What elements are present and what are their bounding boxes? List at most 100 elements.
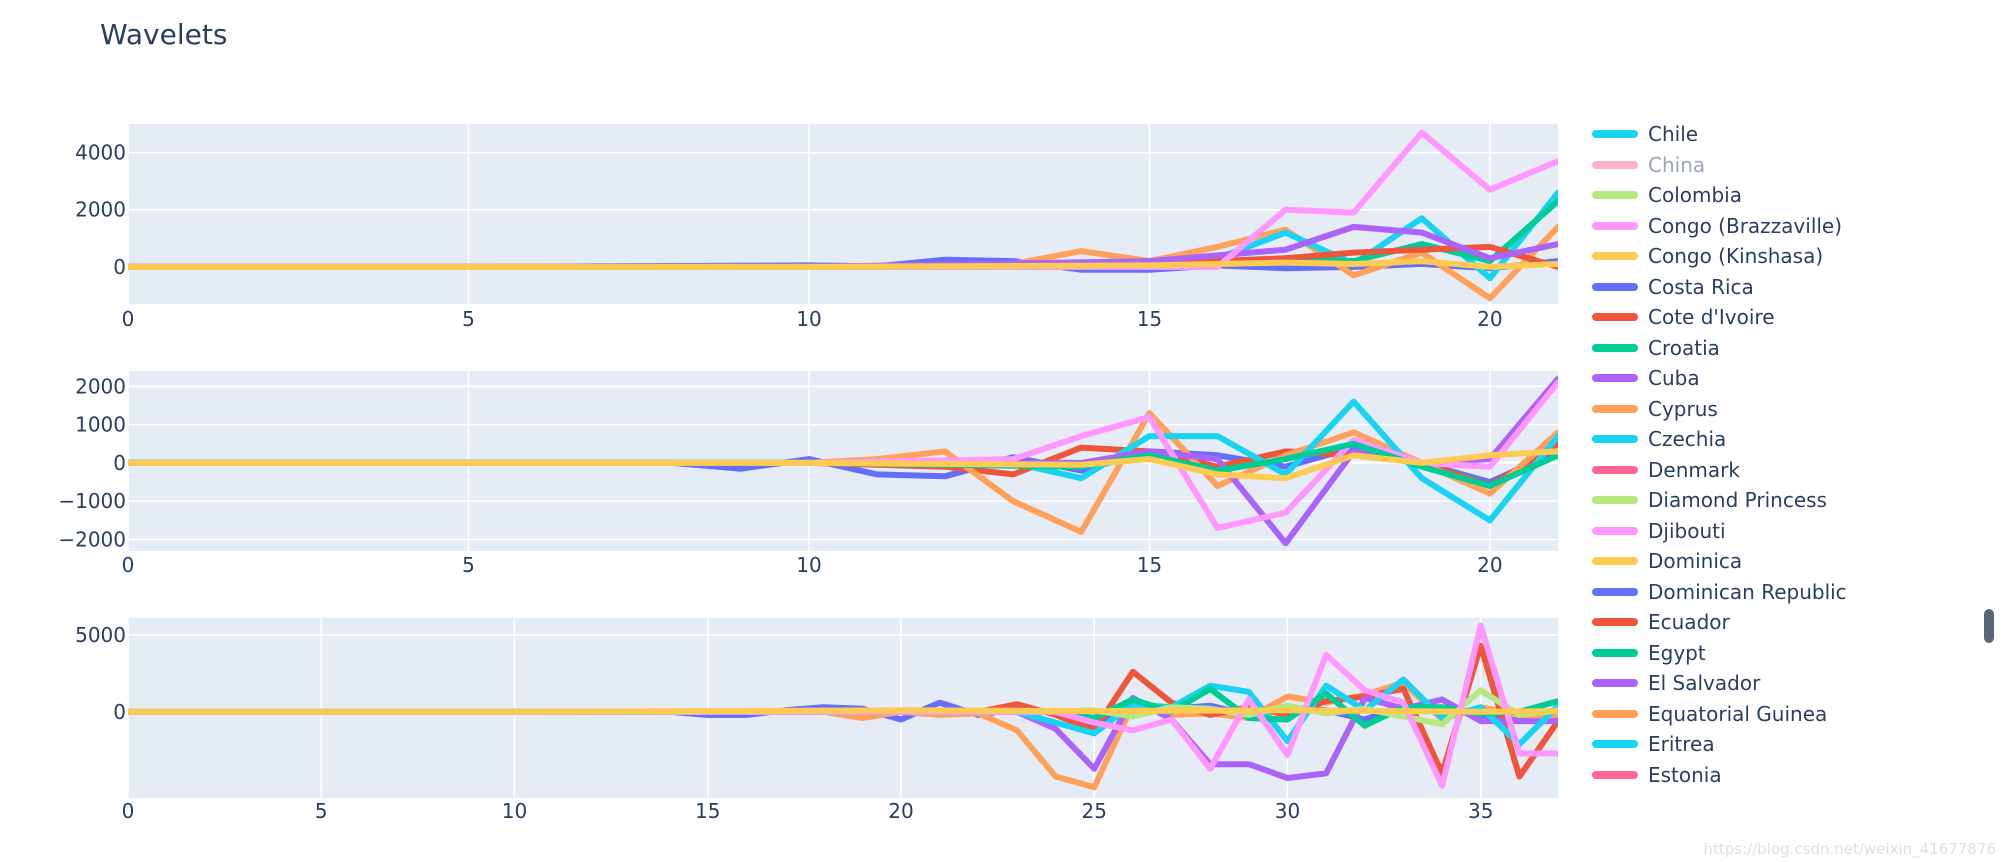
- legend: Chile China Colombia Congo (Brazzaville) Con…: [1592, 120, 1892, 800]
- legend-label: Denmark: [1648, 457, 1740, 482]
- x-tick-label: 30: [1275, 799, 1300, 823]
- legend-item[interactable]: Colombia: [1592, 181, 1742, 209]
- x-tick-label: 0: [122, 307, 135, 331]
- x-tick-label: 15: [1137, 553, 1162, 577]
- legend-item[interactable]: Dominica: [1592, 547, 1742, 575]
- legend-item[interactable]: Dominican Republic: [1592, 578, 1847, 606]
- legend-item[interactable]: Ecuador: [1592, 608, 1730, 636]
- legend-label: Egypt: [1648, 640, 1706, 665]
- legend-label: Djibouti: [1648, 518, 1726, 543]
- series-group: [128, 375, 1558, 547]
- legend-item[interactable]: Cuba: [1592, 364, 1700, 392]
- legend-swatch: [1592, 221, 1638, 230]
- legend-label: Ecuador: [1648, 610, 1730, 634]
- x-tick-label: 0: [122, 553, 135, 577]
- x-tick-label: 5: [315, 799, 328, 823]
- legend-label: Dominica: [1648, 549, 1743, 573]
- legend-label: Eritrea: [1648, 732, 1715, 756]
- x-tick-label: 20: [888, 799, 913, 823]
- y-tick-label: −2000: [58, 528, 126, 552]
- series-group: [128, 622, 1558, 791]
- chart-title: Wavelets: [100, 18, 228, 51]
- legend-swatch: [1592, 557, 1638, 565]
- legend-label: Cuba: [1648, 366, 1700, 390]
- legend-label: Costa Rica: [1648, 274, 1754, 299]
- x-tick-label: 35: [1468, 799, 1493, 823]
- legend-label: Colombia: [1648, 183, 1742, 207]
- legend-label: Equatorial Guinea: [1648, 701, 1828, 726]
- legend-item[interactable]: Estonia: [1592, 761, 1722, 789]
- legend-item[interactable]: Denmark: [1592, 456, 1740, 484]
- x-tick-label: 25: [1081, 799, 1106, 823]
- legend-label: Cyprus: [1648, 396, 1718, 421]
- y-tick-label: 4000: [75, 141, 126, 165]
- legend-swatch: [1592, 191, 1638, 199]
- y-tick-label: 1000: [75, 413, 126, 437]
- x-tick-label: 5: [462, 553, 475, 577]
- legend-swatch: [1592, 465, 1638, 474]
- legend-label: Estonia: [1648, 762, 1722, 787]
- legend-swatch: [1592, 770, 1638, 779]
- legend-item[interactable]: Chile: [1592, 120, 1698, 148]
- legend-item[interactable]: Costa Rica: [1592, 273, 1754, 301]
- legend-swatch: [1592, 252, 1638, 260]
- legend-swatch: [1592, 160, 1638, 169]
- subplot-2: 0 5 10 15 20 2000 1000 0 −1000 −2000: [58, 371, 1558, 577]
- legend-swatch: [1592, 130, 1638, 138]
- y-tick-label: 0: [113, 700, 126, 724]
- legend-item[interactable]: Congo (Brazzaville): [1592, 212, 1842, 240]
- legend-item[interactable]: Diamond Princess: [1592, 486, 1827, 514]
- legend-scrollbar[interactable]: [1984, 609, 1994, 643]
- subplot-3: 0 5 10 15 20 25 30 35 5000 0: [75, 618, 1558, 823]
- legend-label: Congo (Brazzaville): [1648, 213, 1843, 238]
- x-tick-label: 20: [1477, 307, 1502, 331]
- legend-item[interactable]: Congo (Kinshasa): [1592, 242, 1823, 270]
- legend-swatch: [1592, 282, 1638, 291]
- legend-item[interactable]: Cote d'Ivoire: [1592, 303, 1775, 331]
- legend-swatch: [1592, 374, 1638, 382]
- legend-item[interactable]: El Salvador: [1592, 669, 1760, 697]
- x-tick-label: 10: [796, 553, 821, 577]
- legend-label: El Salvador: [1648, 671, 1761, 695]
- series-line-congo-brazzaville-: [128, 379, 1558, 531]
- legend-label: China: [1648, 152, 1706, 177]
- legend-swatch: [1592, 526, 1638, 535]
- legend-item[interactable]: Croatia: [1592, 334, 1720, 362]
- legend-swatch: [1592, 648, 1638, 657]
- legend-swatch: [1592, 679, 1638, 687]
- y-tick-label: 5000: [75, 623, 126, 647]
- series-line-congo-kinshasa-: [128, 448, 1558, 482]
- legend-label: Diamond Princess: [1648, 488, 1827, 512]
- legend-item[interactable]: Djibouti: [1592, 517, 1726, 545]
- legend-swatch: [1592, 709, 1638, 718]
- legend-item[interactable]: Eritrea: [1592, 730, 1715, 758]
- x-tick-label: 15: [695, 799, 720, 823]
- legend-item[interactable]: China: [1592, 151, 1705, 179]
- x-tick-label: 5: [462, 307, 475, 331]
- legend-label: Cote d'Ivoire: [1648, 305, 1775, 329]
- legend-item[interactable]: Czechia: [1592, 425, 1726, 453]
- series-line-djibouti: [128, 622, 1558, 789]
- legend-swatch: [1592, 404, 1638, 413]
- y-tick-label: 2000: [75, 198, 126, 222]
- legend-item[interactable]: Egypt: [1592, 639, 1706, 667]
- x-tick-label: 20: [1477, 553, 1502, 577]
- y-tick-label: 2000: [75, 374, 126, 398]
- legend-swatch: [1592, 587, 1638, 596]
- y-tick-label: −1000: [58, 489, 126, 513]
- legend-swatch: [1592, 496, 1638, 504]
- series-line-dominica: [128, 707, 1558, 715]
- y-tick-label: 0: [113, 255, 126, 279]
- series-group: [128, 129, 1558, 302]
- legend-label: Czechia: [1648, 427, 1727, 451]
- legend-item[interactable]: Equatorial Guinea: [1592, 700, 1827, 728]
- legend-swatch: [1592, 435, 1638, 443]
- legend-swatch: [1592, 313, 1638, 321]
- subplot-1: 0 5 10 15 20 0 2000 4000: [75, 124, 1558, 331]
- watermark: https://blog.csdn.net/weixin_41677876: [1703, 840, 1996, 858]
- legend-swatch: [1592, 343, 1638, 352]
- legend-item[interactable]: Cyprus: [1592, 395, 1718, 423]
- x-tick-label: 0: [122, 799, 135, 823]
- legend-swatch: [1592, 740, 1638, 748]
